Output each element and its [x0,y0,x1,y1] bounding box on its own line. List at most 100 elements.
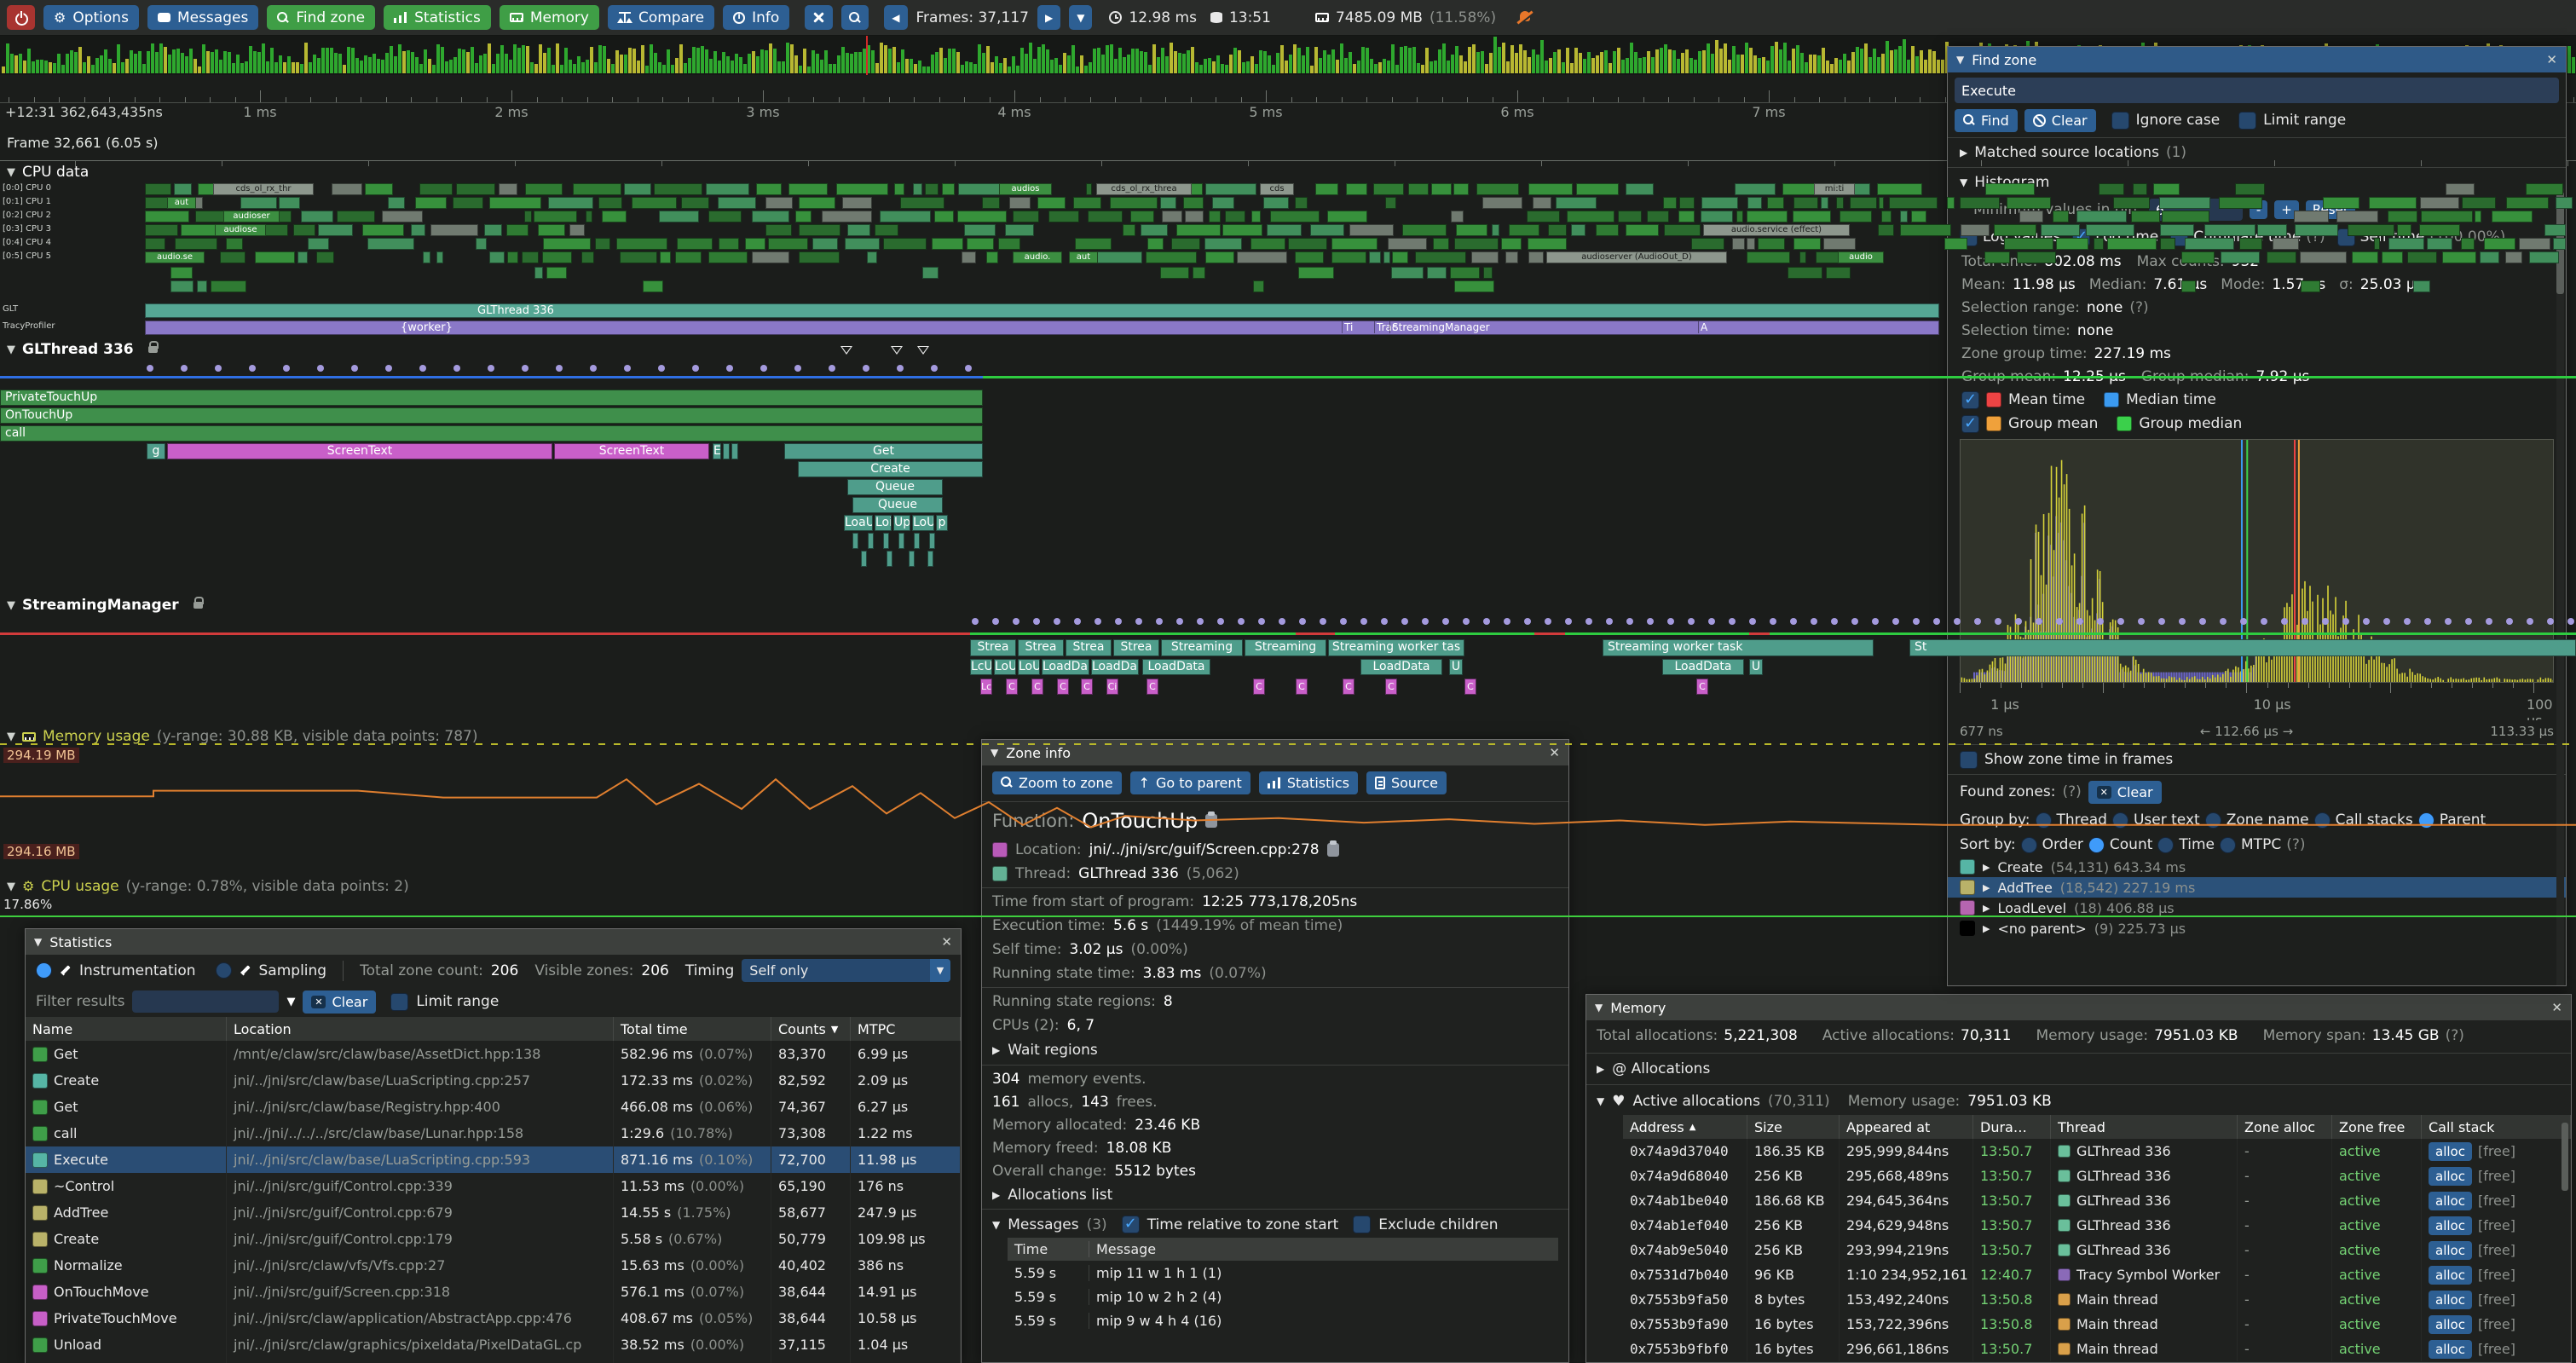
cpu-zone[interactable] [913,183,922,195]
cpu-zone[interactable] [1171,238,1199,250]
frame-bar[interactable] [10,54,14,73]
sample-dot[interactable] [1463,618,1470,625]
frame-bar[interactable] [905,59,909,73]
sampling-radio[interactable] [216,962,232,979]
cpu-zone[interactable] [456,183,496,195]
frame-bar[interactable] [564,48,568,73]
thread-overview-row[interactable]: TracyProfiler{worker}TiTracStreamingMana… [0,321,2576,337]
cpu-zone[interactable] [2267,251,2297,263]
cpu-zone[interactable] [2235,183,2265,195]
statistics-titlebar[interactable]: ▼ Statistics ✕ [26,929,961,955]
cpu-zone[interactable] [1222,224,1262,236]
frame-bar[interactable] [1864,43,1868,73]
frame-bar[interactable] [875,63,879,73]
frame-bar[interactable] [36,60,39,73]
cpu-zone[interactable] [430,224,478,236]
sample-dot[interactable] [1626,618,1633,625]
frame-bar[interactable] [573,64,576,73]
cpu-zone[interactable] [2442,251,2476,263]
alloc-callstack-button[interactable]: alloc [2429,1315,2472,1334]
frame-bar[interactable] [117,44,120,73]
frame-bar[interactable] [1472,44,1476,73]
message-zone[interactable]: C [1081,679,1093,695]
frame-bar[interactable] [961,65,964,73]
cpu-zone-labeled[interactable]: audios [999,183,1052,195]
frame-bar[interactable] [850,54,853,73]
sample-dot[interactable] [1995,618,2001,625]
cpu-zone[interactable] [1823,238,1856,250]
frame-bar[interactable] [748,54,751,73]
frame-bar[interactable] [1250,56,1254,73]
frame-bar[interactable] [671,65,674,73]
frame-bar[interactable] [1609,63,1612,73]
cpu-zone[interactable] [1349,224,1393,236]
zone-bar[interactable]: LoU [912,515,934,531]
cpu-zone[interactable] [2113,197,2151,209]
frame-bar[interactable] [948,49,951,73]
frame-bar[interactable] [1630,43,1633,73]
frame-bar[interactable] [969,62,973,73]
cpu-zone[interactable] [624,183,651,195]
col-size[interactable]: Size [1747,1115,1840,1139]
streaming-header[interactable]: ▼ StreamingManager [7,597,203,614]
cpu-zone[interactable] [367,238,414,250]
sample-dot[interactable] [1033,618,1040,625]
cpu-zone[interactable] [1141,224,1168,236]
cpu-zone[interactable] [2420,197,2459,209]
cpu-zone[interactable] [2397,224,2411,236]
table-row[interactable]: calljni/../jni/../../../src/claw/base/Lu… [26,1120,961,1146]
thread-overview-row[interactable]: GLTGLThread 336 [0,303,2576,320]
frame-bar[interactable] [1280,45,1284,73]
sample-dot[interactable] [1013,618,1019,625]
frame-bar[interactable] [1276,53,1279,73]
frame-bar[interactable] [1894,49,1897,73]
cpu-zone[interactable] [1009,197,1031,209]
frame-bar[interactable] [513,44,517,73]
cpu-zone[interactable] [2094,238,2104,250]
zone-bar[interactable]: ScreenText [167,443,552,459]
cpu-zone[interactable] [301,211,333,222]
frame-bar[interactable] [1805,62,1808,73]
frame-bar[interactable] [999,63,1002,73]
frame-bar[interactable] [650,44,653,73]
frame-bar[interactable] [1796,45,1799,73]
frame-bar[interactable] [794,55,798,73]
message-zone[interactable]: C [1385,679,1397,695]
frame-bar[interactable] [760,49,764,73]
sample-dot[interactable] [1156,618,1163,625]
zone-bar[interactable] [898,533,904,549]
frame-bar[interactable] [257,52,261,73]
frame-bar[interactable] [1340,43,1343,73]
cpu-zone[interactable] [2427,238,2452,250]
frame-bar[interactable] [492,64,495,73]
cpu-zone[interactable] [1383,251,1390,263]
frame-bar[interactable] [1349,52,1352,73]
cpu-zone[interactable] [1147,238,1163,250]
frame-bar[interactable] [1020,48,1024,73]
cpu-zone[interactable] [1205,251,1234,263]
funnel-icon[interactable]: ▼ [286,996,295,1008]
frame-bar[interactable] [1459,55,1463,73]
frame-bar[interactable] [1187,50,1190,73]
message-row[interactable]: 5.59 smip 9 w 4 h 4 (16) [1008,1308,1558,1332]
frame-bar[interactable] [1523,50,1527,73]
frame-bar[interactable] [534,64,538,73]
frame-bar[interactable] [1557,49,1561,73]
sample-dot[interactable] [2383,618,2390,625]
cpu-zone[interactable] [1185,211,1203,222]
table-row[interactable]: AddTreejni/../jni/src/guif/Control.cpp:6… [26,1199,961,1226]
frame-bar[interactable] [1792,49,1795,73]
sample-dot[interactable] [2322,618,2329,625]
frame-bar[interactable] [1745,43,1748,73]
frame-bar[interactable] [1191,47,1194,73]
cpu-zone[interactable] [581,251,593,263]
cpu-zone[interactable] [2352,251,2377,263]
frame-bar[interactable] [675,58,679,73]
frame-bar[interactable] [1144,52,1147,73]
sample-dot[interactable] [1770,618,1776,625]
sample-dot[interactable] [2138,618,2145,625]
frame-bar[interactable] [1928,49,1932,73]
legend-checkbox[interactable] [1961,415,1979,433]
frame-bar[interactable] [262,43,265,73]
cpu-zone[interactable] [524,211,532,222]
